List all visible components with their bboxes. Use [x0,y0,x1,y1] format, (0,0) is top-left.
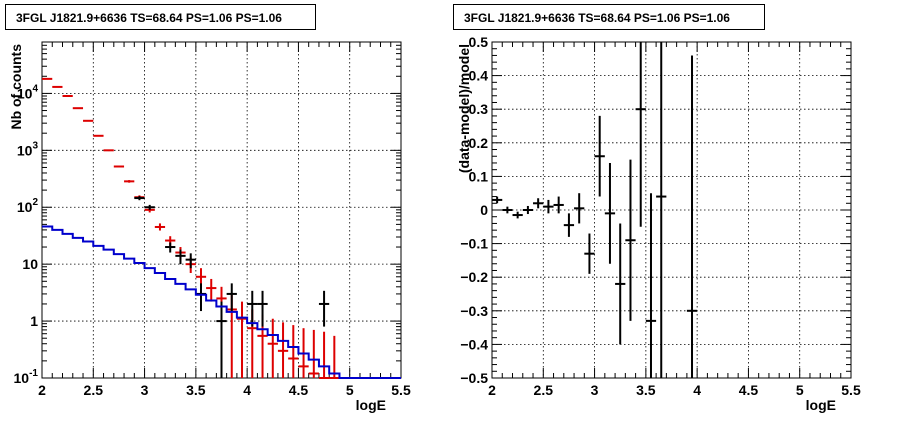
counts-red-data-point [93,134,104,137]
counts-y-tick-label: 10 [22,256,38,272]
residual-x-tick-label: 5 [796,382,804,398]
residual-black-data-point [615,223,626,345]
residual-x-tick-label: 2.5 [534,382,554,398]
counts-black-data-point [226,283,237,312]
counts-x-tick-label: 4.5 [289,382,309,398]
residual-x-tick-label: 5.5 [841,382,861,398]
counts-x-axis-label: logE [356,397,386,413]
counts-red-data-point [124,180,135,183]
counts-black-data-point [134,196,145,201]
counts-y-tick-label: 103 [17,140,39,158]
residual-black-data-point [492,196,503,204]
counts-x-tick-label: 2 [38,382,46,398]
residual-black-data-point [563,213,575,237]
residual-black-data-point [635,42,646,227]
residual-black-data-point [543,199,554,214]
counts-y-tick-label: 1 [30,313,38,329]
counts-black-data-point [175,249,186,265]
residual-y-axis-label: (data-model)/model [456,44,472,173]
residual-x-tick-label: 3.5 [636,382,656,398]
counts-y-tick-label: 10-1 [14,368,39,386]
residual-black-data-point [512,211,523,219]
residual-black-data-point [656,42,667,378]
counts-black-data-point [165,242,176,253]
counts-x-tick-label: 3 [141,382,149,398]
residual-black-data-point [502,206,513,214]
counts-model-step-line [42,225,401,379]
residual-y-tick-label: 0.3 [469,101,489,117]
counts-red-data-point [52,85,63,88]
counts-black-data-point [257,290,268,327]
residual-x-tick-label: 2 [488,382,496,398]
counts-black-data-point [318,290,330,327]
counts-black-data-point [247,290,258,327]
residual-y-tick-label: −0.3 [460,303,488,319]
counts-red-data-point [318,331,330,379]
counts-red-data-point [83,119,94,122]
counts-red-data-point [329,335,340,379]
counts-black-data-point [144,204,155,210]
counts-y-tick-label: 102 [17,197,39,215]
counts-x-tick-label: 4 [243,382,251,398]
residual-x-tick-label: 4 [693,382,701,398]
counts-y-tick-label: 104 [17,83,39,101]
counts-red-data-point [288,325,299,378]
left-chart-title: 3FGL J1821.9+6636 TS=68.64 PS=1.06 PS=1.… [5,4,316,30]
residual-y-tick-label: 0 [480,202,488,218]
residual-y-tick-label: 0.2 [469,135,489,151]
counts-black-data-point [185,253,196,269]
right-chart-title: 3FGL J1821.9+6636 TS=68.64 PS=1.06 PS=1.… [453,4,765,30]
residual-x-axis-label: logE [806,397,836,413]
residual-y-tick-label: 0.5 [469,34,489,50]
counts-red-data-point [236,301,248,378]
counts-red-data-point [42,77,53,80]
residual-black-data-point [533,198,544,209]
counts-red-data-point [277,322,289,378]
residual-x-tick-label: 4.5 [739,382,759,398]
residual-y-tick-label: −0.2 [460,269,488,285]
counts-red-data-point [154,223,166,231]
counts-red-data-point [103,149,114,152]
counts-red-data-point [113,165,125,168]
residual-y-tick-label: −0.5 [460,370,488,386]
counts-black-data-point [195,283,207,312]
residual-black-data-point [625,159,636,321]
residual-black-data-point [686,55,698,378]
counts-red-data-point [62,95,73,98]
residual-y-tick-label: −0.4 [460,336,488,352]
residual-y-tick-label: 0.4 [469,68,489,84]
counts-x-tick-label: 5 [346,382,354,398]
residual-black-data-point [574,193,585,224]
counts-black-data-point [216,301,227,378]
counts-red-data-point [308,329,319,378]
residual-y-tick-label: −0.1 [460,236,488,252]
residual-black-data-point [594,115,605,197]
counts-x-tick-label: 5.5 [391,382,411,398]
counts-x-tick-label: 2.5 [84,382,104,398]
residual-y-tick-label: 0.1 [469,168,489,184]
residual-black-data-point [522,205,534,215]
residual-black-data-point [645,193,657,378]
residual-black-data-point [604,162,616,264]
counts-x-tick-label: 3.5 [186,382,206,398]
counts-red-data-point [267,318,278,378]
residual-black-data-point [584,233,595,274]
counts-red-data-point [206,278,217,302]
counts-red-data-point [72,107,84,110]
counts-y-axis-label: Nb of counts [8,44,24,130]
residual-black-data-point [553,196,564,214]
residual-x-tick-label: 3 [591,382,599,398]
